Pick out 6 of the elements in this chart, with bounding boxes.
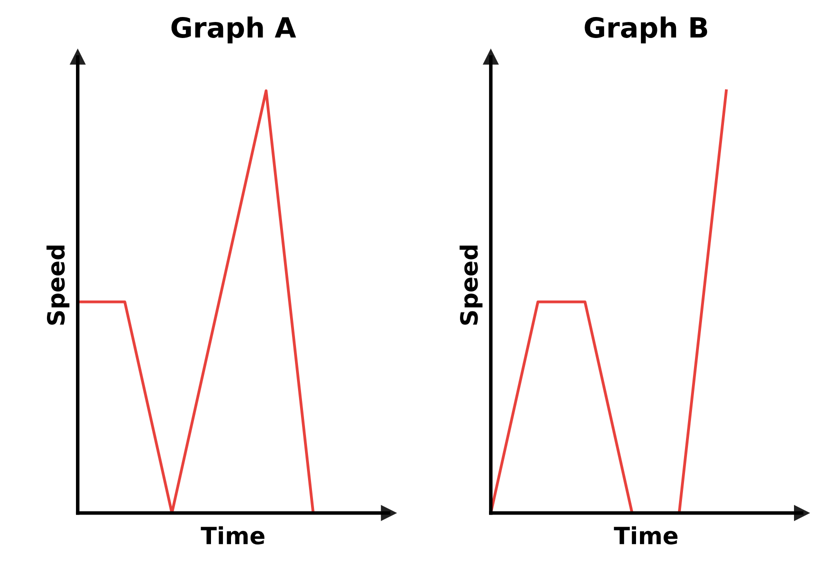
y-axis-title: Speed xyxy=(46,246,70,325)
chart-title: Graph A xyxy=(171,16,296,44)
x-axis-title: Time xyxy=(614,526,678,544)
chart-title: Graph B xyxy=(584,16,708,44)
y-axis-title: Speed xyxy=(460,246,482,325)
x-axis-title: Time xyxy=(200,526,264,544)
